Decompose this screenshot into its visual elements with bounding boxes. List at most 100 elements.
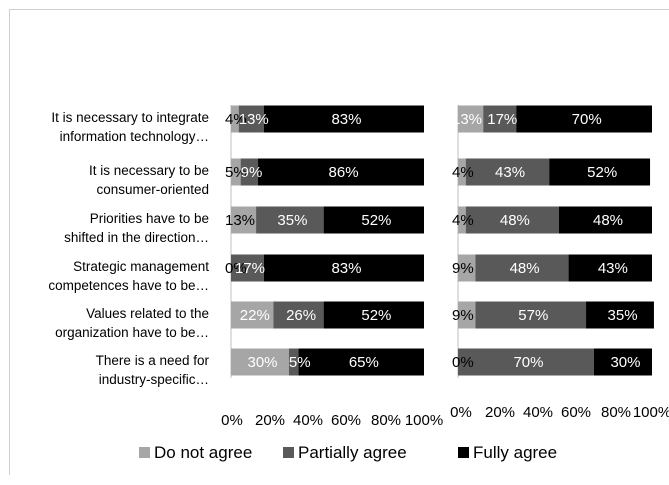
bar-segment [231, 254, 264, 282]
x-tick-label: 100% [633, 404, 669, 421]
x-tick-label: 80% [371, 412, 401, 429]
category-label: It is necessary to integrate information … [51, 110, 209, 144]
bar-segment [263, 105, 424, 133]
bars [458, 105, 654, 376]
data-label: 5% [289, 354, 311, 371]
data-label: 83% [331, 260, 361, 277]
x-tick-labels: 0% 20% 40% 60% 80% 100% [450, 404, 669, 421]
bar-segment [549, 158, 651, 186]
data-label: 52% [361, 212, 391, 229]
data-label: 70% [572, 111, 602, 128]
chart-frame [9, 9, 669, 475]
bar-segment [288, 348, 299, 376]
left-chart-panel: 4%13% 83%5%9% 86%13% 35% 52%0%17% 83%22% 26% 52… [221, 105, 443, 429]
category-label: There is a need for industry-specific… [96, 353, 210, 387]
x-tick-label: 100% [405, 412, 443, 429]
bar-segment [465, 206, 559, 234]
data-label: 9% [452, 307, 474, 324]
data-label: 17% [235, 260, 265, 277]
x-tick-label: 40% [293, 412, 323, 429]
bar-segment [475, 254, 569, 282]
bar-segment [240, 158, 259, 186]
data-label: 9% [452, 260, 474, 277]
data-label: 52% [361, 307, 391, 324]
bar-segment [458, 254, 476, 282]
bar-segment [273, 301, 324, 329]
bar-segment [231, 348, 289, 376]
data-label: 30% [610, 354, 640, 371]
bar-segment [458, 105, 484, 133]
data-label: 48% [500, 212, 530, 229]
data-label: 30% [248, 354, 278, 371]
bar-segment [238, 105, 264, 133]
x-tick-label: 60% [561, 404, 591, 421]
data-label: 17% [487, 111, 517, 128]
legend-swatch [283, 447, 294, 458]
data-label: 48% [510, 260, 540, 277]
bar-segment [231, 158, 241, 186]
data-label: 5% [225, 164, 247, 181]
bar-segment [263, 254, 424, 282]
legend: Do not agree Partially agree Fully agree [139, 443, 557, 462]
legend-swatch [458, 447, 469, 458]
x-tick-label: 20% [485, 404, 515, 421]
bar-segment [465, 158, 550, 186]
bar-segment [231, 105, 239, 133]
data-label: 52% [587, 164, 617, 181]
data-label: 22% [240, 307, 270, 324]
category-label: Values related to the organization have t… [55, 306, 209, 340]
x-tick-label: 20% [255, 412, 285, 429]
category-label: Strategic management competences have to … [48, 259, 209, 293]
data-label: 13% [239, 111, 269, 128]
bars [231, 105, 424, 376]
bar-segment [586, 301, 654, 329]
bar-segment [475, 301, 587, 329]
bar-segment [256, 206, 324, 234]
data-label: 0% [452, 354, 474, 371]
data-label: 70% [513, 354, 543, 371]
bar-segment [458, 301, 476, 329]
bar-segment [483, 105, 517, 133]
bar-segment [568, 254, 652, 282]
data-label: 43% [495, 164, 525, 181]
legend-label: Partially agree [298, 443, 407, 462]
data-label: 4% [452, 164, 474, 181]
data-labels: 13% 17% 70% 4% 43% 52% 4% 48% 48% 9% 48% 43% 9% 57% 35… [452, 111, 640, 371]
data-label: 0% [225, 260, 247, 277]
bar-segment [516, 105, 652, 133]
bar-segment [458, 206, 466, 234]
data-label: 35% [277, 212, 307, 229]
category-label: Priorities have to be shifted in the dire… [64, 211, 209, 245]
data-label: 35% [608, 307, 638, 324]
data-label: 9% [241, 164, 263, 181]
data-label: 86% [329, 164, 359, 181]
bar-segment [458, 158, 466, 186]
bar-segment [458, 348, 594, 376]
category-labels: It is necessary to integrate information … [48, 110, 209, 387]
data-labels: 4%13% 83%5%9% 86%13% 35% 52%0%17% 83%22% 26% 52… [225, 111, 391, 371]
x-tick-label: 60% [331, 412, 361, 429]
data-label: 57% [518, 307, 548, 324]
bar-segment [258, 158, 424, 186]
bar-segment [231, 206, 257, 234]
data-label: 13% [452, 111, 482, 128]
right-chart-panel: 13% 17% 70% 4% 43% 52% 4% 48% 48% 9% 48% 43% 9% 57% 35… [450, 105, 669, 421]
category-label: It is necessary to be consumer-oriented [89, 163, 209, 197]
bar-segment [231, 301, 274, 329]
bar-segment [593, 348, 652, 376]
x-tick-labels: 0% 20% 40% 60% 80% 100% [221, 412, 443, 429]
bar-segment [298, 348, 424, 376]
x-tick-label: 80% [601, 404, 631, 421]
x-tick-label: 40% [523, 404, 553, 421]
legend-label: Fully agree [473, 443, 557, 462]
legend-label: Do not agree [154, 443, 252, 462]
bar-segment [323, 301, 424, 329]
data-label: 4% [452, 212, 474, 229]
x-tick-label: 0% [450, 404, 472, 421]
data-label: 83% [331, 111, 361, 128]
legend-swatch [139, 447, 150, 458]
bar-segment [558, 206, 652, 234]
data-label: 26% [286, 307, 316, 324]
x-tick-label: 0% [221, 412, 243, 429]
